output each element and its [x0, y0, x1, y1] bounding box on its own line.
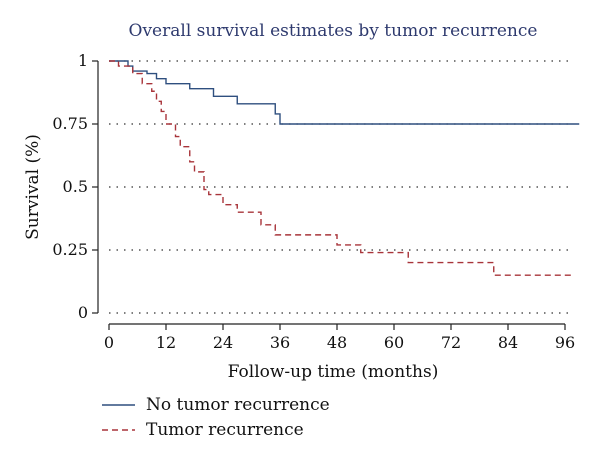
series-lines [109, 60, 580, 276]
gridlines [109, 60, 572, 314]
chart-title: Overall survival estimates by tumor recu… [129, 21, 538, 41]
x-tick-label: 60 [384, 333, 404, 352]
y-tick-label: 0 [78, 303, 88, 322]
series-line-no-tumor-recurrence [109, 60, 580, 125]
axes: 0 0.25 0.5 0.75 1 0 12 24 36 48 60 72 84 96 [52, 51, 575, 352]
legend-label: No tumor recurrence [146, 395, 330, 415]
x-tick-label: 0 [104, 333, 114, 352]
y-tick-label: 0.75 [52, 114, 88, 133]
legend-label: Tumor recurrence [146, 420, 304, 440]
y-tick-label: 0.5 [63, 177, 88, 196]
x-axis-label: Follow-up time (months) [228, 362, 439, 382]
legend: No tumor recurrence Tumor recurrence [102, 395, 330, 440]
x-tick-label: 84 [498, 333, 518, 352]
y-tick-label: 1 [78, 51, 88, 70]
x-tick-label: 72 [441, 333, 461, 352]
series-line-tumor-recurrence [109, 60, 575, 276]
x-tick-label: 96 [555, 333, 575, 352]
x-tick-label: 48 [327, 333, 347, 352]
x-tick-label: 24 [213, 333, 233, 352]
x-tick-label: 12 [156, 333, 176, 352]
x-tick-label: 36 [270, 333, 290, 352]
y-tick-label: 0.25 [52, 240, 88, 259]
y-axis-label: Survival (%) [23, 134, 43, 240]
